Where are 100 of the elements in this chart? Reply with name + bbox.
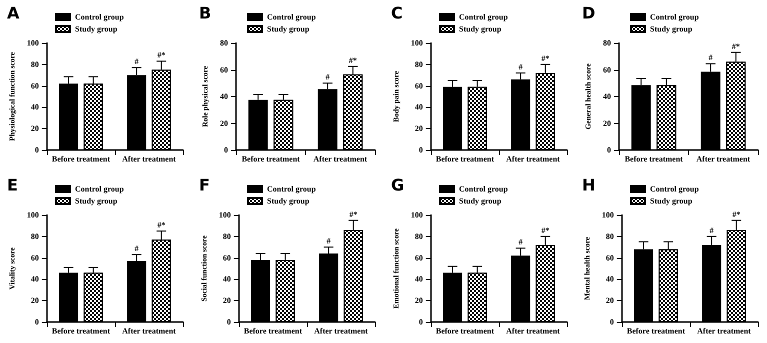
- y-tick-label: 40: [603, 92, 612, 101]
- y-tick-label: 60: [603, 65, 612, 74]
- y-tick-label: 40: [414, 102, 422, 112]
- y-tick-label: 0: [418, 146, 422, 154]
- legend-label: Study group: [650, 196, 694, 206]
- legend-label: Control group: [650, 184, 700, 194]
- y-tick-label: 40: [414, 274, 422, 284]
- annotation: #: [326, 236, 330, 246]
- chart-title: H: [582, 176, 596, 194]
- x-tick-label: Before treatment: [435, 154, 494, 164]
- y-tick-label: 20: [414, 296, 422, 306]
- annotation: #*: [157, 220, 166, 230]
- y-tick-label: 20: [414, 124, 422, 134]
- y-tick-label: 40: [30, 274, 39, 284]
- y-tick-label: 80: [222, 232, 231, 241]
- annotation: #: [710, 226, 714, 235]
- y-tick-label: 60: [30, 253, 39, 262]
- y-tick-label: 60: [414, 253, 422, 262]
- legend-label: Study group: [266, 24, 310, 34]
- y-tick-label: 100: [26, 210, 39, 220]
- y-tick-label: 0: [607, 146, 612, 154]
- annotation: #*: [732, 42, 740, 51]
- x-tick-label: After treatment: [696, 154, 751, 164]
- chart-title: F: [198, 176, 210, 194]
- x-tick-label: After treatment: [313, 154, 368, 164]
- x-tick-label: Before treatment: [624, 154, 684, 164]
- legend-label: Control group: [266, 12, 316, 22]
- chart-title: B: [198, 4, 211, 22]
- y-tick-label: 0: [418, 318, 422, 326]
- y-tick-label: 20: [603, 118, 612, 128]
- y-tick-label: 40: [222, 274, 231, 284]
- legend-label: Control group: [266, 184, 316, 194]
- y-tick-label: 100: [218, 210, 231, 220]
- annotation: #: [134, 244, 139, 254]
- y-tick-label: 100: [410, 38, 422, 48]
- y-tick-label: 0: [34, 318, 39, 326]
- legend-label: Study group: [458, 196, 502, 206]
- y-tick-label: 20: [606, 296, 614, 306]
- y-tick-label: 80: [414, 232, 422, 241]
- y-tick-label: 80: [30, 60, 39, 69]
- y-tick-label: 80: [30, 232, 39, 241]
- x-tick-label: Before treatment: [435, 326, 494, 336]
- y-tick-label: 60: [606, 253, 614, 262]
- y-tick-label: 80: [606, 232, 614, 241]
- y-tick-label: 0: [34, 146, 39, 154]
- annotation: #: [518, 62, 522, 72]
- chart-title: C: [390, 4, 402, 22]
- x-tick-label: Before treatment: [52, 326, 110, 336]
- y-tick-label: 60: [222, 253, 231, 262]
- x-tick-label: After treatment: [122, 326, 176, 336]
- legend-label: Control group: [650, 12, 700, 22]
- annotation: #*: [349, 210, 358, 219]
- legend-label: Control group: [458, 184, 508, 194]
- y-tick-label: 100: [602, 210, 614, 220]
- y-tick-label: 60: [220, 65, 228, 74]
- annotation: #*: [540, 54, 549, 63]
- y-tick-label: 100: [26, 38, 39, 48]
- y-tick-label: 20: [222, 296, 231, 306]
- y-tick-label: 80: [220, 38, 228, 48]
- legend-label: Study group: [266, 196, 310, 206]
- annotation: #: [708, 53, 713, 62]
- chart-title: E: [7, 176, 18, 194]
- y-tick-label: 40: [606, 274, 614, 284]
- x-tick-label: Before treatment: [627, 326, 686, 336]
- annotation: #*: [540, 226, 549, 235]
- y-tick-label: 60: [414, 81, 422, 90]
- legend-label: Study group: [75, 196, 118, 206]
- x-tick-label: Before treatment: [241, 154, 300, 164]
- y-tick-label: 20: [30, 124, 39, 134]
- legend-label: Control group: [458, 12, 508, 22]
- x-tick-label: After treatment: [506, 326, 560, 336]
- y-tick-label: 40: [220, 92, 228, 101]
- x-tick-label: After treatment: [697, 326, 752, 336]
- annotation: #*: [732, 210, 741, 219]
- y-tick-label: 20: [220, 118, 228, 128]
- y-tick-label: 40: [30, 102, 39, 112]
- y-tick-label: 0: [226, 318, 231, 326]
- y-tick-label: 100: [410, 210, 422, 220]
- x-tick-label: After treatment: [122, 154, 176, 164]
- legend-label: Study group: [458, 24, 502, 34]
- legend-label: Study group: [650, 24, 694, 34]
- annotation: #*: [348, 56, 357, 65]
- x-tick-label: After treatment: [506, 154, 560, 164]
- legend-label: Control group: [75, 184, 124, 194]
- annotation: #: [325, 72, 330, 82]
- x-tick-label: Before treatment: [244, 326, 302, 336]
- x-tick-label: After treatment: [314, 326, 368, 336]
- legend-label: Control group: [75, 12, 124, 22]
- x-tick-label: Before treatment: [52, 154, 110, 164]
- y-tick-label: 0: [610, 318, 614, 326]
- chart-title: D: [582, 4, 596, 22]
- annotation: #: [134, 57, 139, 66]
- chart-title: G: [390, 176, 404, 194]
- y-tick-label: 80: [603, 38, 612, 48]
- y-tick-label: 20: [30, 296, 39, 306]
- chart-title: A: [7, 4, 20, 22]
- legend-label: Study group: [75, 24, 118, 34]
- y-tick-label: 0: [224, 146, 228, 154]
- annotation: #*: [157, 50, 166, 60]
- annotation: #: [518, 238, 522, 247]
